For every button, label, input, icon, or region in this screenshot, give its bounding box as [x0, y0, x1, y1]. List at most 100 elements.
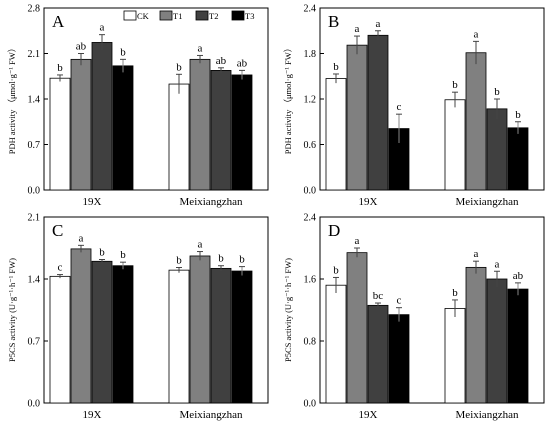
significance-label: b — [120, 249, 126, 261]
significance-label: b — [176, 61, 182, 73]
category-label: 19X — [359, 409, 378, 421]
y-tick-label: 0.6 — [304, 140, 317, 151]
category-label: Meixiangzhan — [456, 196, 519, 208]
significance-label: b — [239, 254, 245, 266]
bar — [70, 58, 92, 191]
bar — [444, 99, 466, 191]
y-tick-label: 0.0 — [28, 399, 41, 410]
significance-label: a — [79, 232, 84, 244]
significance-label: b — [120, 46, 126, 58]
significance-label: c — [397, 101, 402, 113]
legend-label: T1 — [173, 11, 182, 21]
y-tick-label: 2.8 — [28, 4, 41, 15]
bar — [91, 260, 113, 404]
panel-a: 0.0 0.7 1.4 2.1 2.8 PDH activity （μmol·g⁻¹ FW… — [7, 4, 269, 208]
significance-label: b — [99, 247, 105, 259]
legend-label: T2 — [209, 11, 218, 21]
bar — [70, 248, 92, 404]
category-label: 19X — [83, 196, 102, 208]
significance-label: a — [376, 18, 381, 30]
bar — [210, 267, 232, 404]
significance-label: ab — [216, 55, 227, 67]
significance-label: a — [495, 258, 500, 270]
significance-label: b — [57, 62, 63, 74]
bar — [465, 52, 487, 191]
significance-label: b — [515, 109, 521, 121]
significance-label: a — [355, 23, 360, 35]
bar — [231, 74, 253, 191]
bar — [444, 308, 466, 404]
y-tick-label: 0.0 — [304, 186, 317, 197]
category-label: 19X — [359, 196, 378, 208]
bar — [168, 83, 190, 191]
bar — [325, 78, 347, 191]
significance-label: a — [198, 239, 203, 251]
bar — [189, 58, 211, 191]
significance-label: a — [198, 42, 203, 54]
bar — [367, 304, 389, 404]
bar — [346, 252, 368, 404]
legend-swatch — [123, 10, 137, 21]
y-tick-label: 1.8 — [304, 49, 317, 60]
panel-d: 0.0 0.8 1.6 2.4 P5CS activity (U·g⁻¹·h⁻¹ FW)… — [283, 213, 545, 421]
y-tick-label: 0.8 — [304, 337, 317, 348]
legend-swatch — [195, 10, 209, 21]
bar — [465, 266, 487, 404]
significance-label: c — [58, 262, 63, 274]
legend-swatch — [231, 10, 245, 21]
significance-label: a — [474, 248, 479, 260]
category-label: Meixiangzhan — [180, 196, 243, 208]
y-tick-label: 2.4 — [304, 213, 317, 224]
bar — [346, 44, 368, 191]
category-label: Meixiangzhan — [180, 409, 243, 421]
bar — [49, 77, 71, 191]
y-tick-label: 2.1 — [28, 49, 41, 60]
y-tick-label: 0.0 — [28, 186, 41, 197]
bar — [112, 265, 134, 404]
y-axis-label: PDH activity （μmol·g⁻¹ FW） — [7, 44, 17, 155]
significance-label: a — [355, 235, 360, 247]
plot-frame — [43, 216, 269, 404]
panel-letter: B — [328, 12, 339, 31]
category-label: Meixiangzhan — [456, 409, 519, 421]
y-tick-label: 0.7 — [28, 337, 41, 348]
legend-label: CK — [137, 11, 150, 21]
y-tick-label: 1.4 — [28, 275, 41, 286]
category-label: 19X — [83, 409, 102, 421]
panel-letter: C — [52, 221, 63, 240]
bar — [168, 269, 190, 404]
significance-label: ab — [237, 57, 248, 69]
legend-label: T3 — [245, 11, 254, 21]
bar — [112, 65, 134, 191]
bar — [189, 255, 211, 404]
significance-label: b — [494, 86, 500, 98]
significance-label: ab — [513, 270, 524, 282]
y-axis-label: P5CS activity (U·g⁻¹·h⁻¹ FW) — [283, 258, 293, 362]
bar — [231, 270, 253, 404]
y-tick-label: 0.0 — [304, 399, 317, 410]
bar — [507, 127, 529, 191]
bar — [486, 108, 508, 191]
bar — [367, 34, 389, 191]
significance-label: b — [333, 264, 339, 276]
y-tick-label: 1.2 — [304, 95, 317, 106]
significance-label: a — [474, 28, 479, 40]
bar — [210, 70, 232, 191]
y-axis-label: P5CS activity (U·g⁻¹·h⁻¹ FW) — [7, 258, 17, 362]
bar — [507, 288, 529, 404]
panel-letter: D — [328, 221, 340, 240]
significance-label: b — [176, 254, 182, 266]
bar — [49, 275, 71, 404]
bar — [486, 278, 508, 404]
bar — [91, 42, 113, 191]
significance-label: c — [397, 295, 402, 307]
significance-label: bc — [373, 290, 384, 302]
y-tick-label: 0.7 — [28, 140, 41, 151]
significance-label: b — [452, 287, 458, 299]
significance-label: ab — [76, 41, 87, 53]
legend-swatch — [159, 10, 173, 21]
legend: CK T1 T2 T3 — [123, 10, 254, 21]
significance-label: b — [218, 253, 224, 265]
bar — [388, 314, 410, 404]
